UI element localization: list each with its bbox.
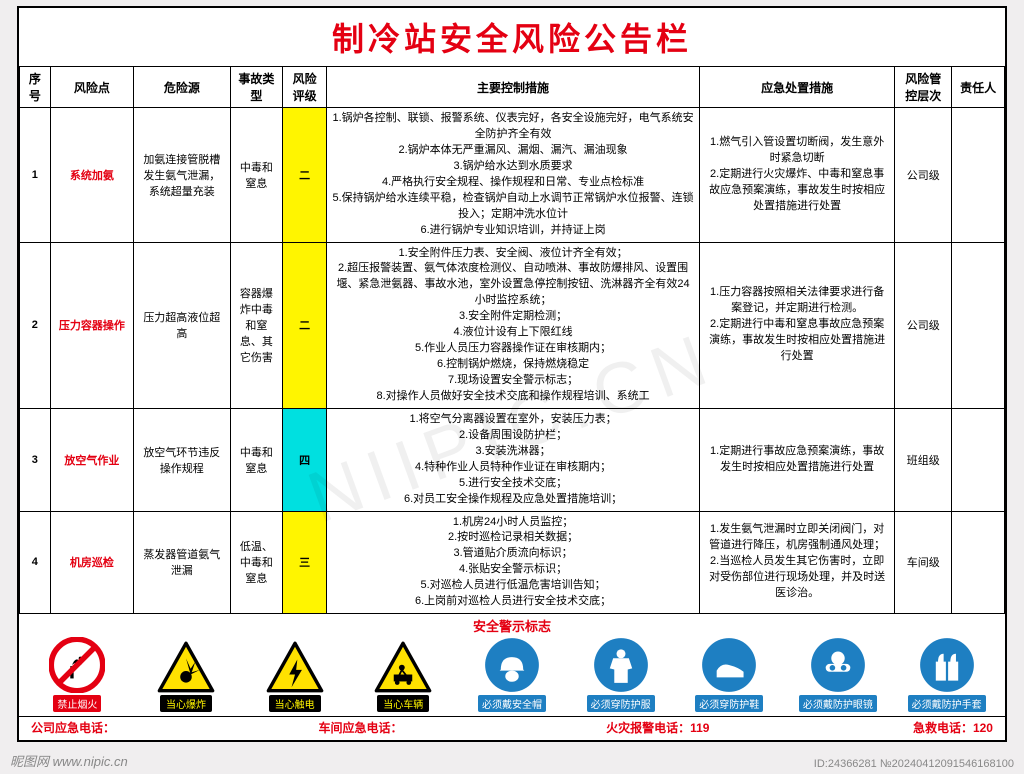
- sign-label: 当心爆炸: [160, 695, 212, 712]
- cell-point: 放空气作业: [50, 408, 133, 511]
- table-row: 3放空气作业放空气环节违反操作规程中毒和窒息四1.将空气分离器设置在室外，安装压…: [20, 408, 1005, 511]
- cell-level: 二: [283, 242, 327, 408]
- cell-source: 放空气环节违反操作规程: [134, 408, 231, 511]
- cell-emerg: 1.燃气引入管设置切断阀，发生意外时紧急切断2.定期进行火灾爆炸、中毒和窒息事故…: [700, 108, 895, 243]
- col-level: 风险评级: [283, 67, 327, 108]
- sign-label: 必须穿防护鞋: [695, 695, 763, 712]
- phone-company: 公司应急电话：: [31, 719, 115, 736]
- cell-resp: [952, 511, 1005, 614]
- cell-level: 二: [283, 108, 327, 243]
- phone-aid: 急救电话：120: [913, 719, 993, 736]
- cell-type: 低温、中毒和窒息: [230, 511, 283, 614]
- risk-table: 序号 风险点 危险源 事故类型 风险评级 主要控制措施 应急处置措施 风险管控层…: [19, 66, 1005, 614]
- watermark-bottom-left: 昵图网 www.nipic.cn: [10, 751, 128, 770]
- col-ctrl: 主要控制措施: [327, 67, 700, 108]
- no-fire-icon: 禁止烟火: [27, 637, 127, 712]
- sign-label: 必须穿防护服: [587, 695, 655, 712]
- cell-type: 容器爆炸中毒和窒息、其它伤害: [230, 242, 283, 408]
- cell-level: 三: [283, 511, 327, 614]
- cell-seq: 4: [20, 511, 51, 614]
- cell-layer: 班组级: [895, 408, 952, 511]
- cell-ctrl: 1.锅炉各控制、联锁、报警系统、仪表完好，各安全设施完好，电气系统安全防护齐全有…: [327, 108, 700, 243]
- safety-bulletin-board: 制冷站安全风险公告栏 序号 风险点 危险源 事故类型 风险评级 主要控制措施 应…: [17, 6, 1007, 742]
- cell-type: 中毒和窒息: [230, 408, 283, 511]
- sign-label: 必须戴防护手套: [908, 695, 986, 712]
- phone-workshop: 车间应急电话：: [319, 719, 403, 736]
- phone-fire: 火灾报警电话：119: [606, 719, 709, 736]
- cell-point: 机房巡检: [50, 511, 133, 614]
- sign-label: 当心触电: [269, 695, 321, 712]
- cell-resp: [952, 242, 1005, 408]
- phones-row: 公司应急电话： 车间应急电话： 火灾报警电话：119 急救电话：120: [19, 716, 1005, 740]
- vehicle-icon: 当心车辆: [353, 641, 453, 712]
- suit-icon: 必须穿防护服: [571, 637, 671, 712]
- cell-layer: 公司级: [895, 108, 952, 243]
- cell-source: 加氨连接管脱槽发生氨气泄漏，系统超量充装: [134, 108, 231, 243]
- cell-seq: 2: [20, 242, 51, 408]
- col-emerg: 应急处置措施: [700, 67, 895, 108]
- sign-label: 禁止烟火: [53, 695, 101, 712]
- sign-label: 当心车辆: [377, 695, 429, 712]
- cell-ctrl: 1.安全附件压力表、安全阀、液位计齐全有效；2.超压报警装置、氨气体浓度检测仪、…: [327, 242, 700, 408]
- sign-label: 必须戴防护眼镜: [799, 695, 877, 712]
- table-header-row: 序号 风险点 危险源 事故类型 风险评级 主要控制措施 应急处置措施 风险管控层…: [20, 67, 1005, 108]
- cell-emerg: 1.定期进行事故应急预案演练，事故发生时按相应处置措施进行处置: [700, 408, 895, 511]
- table-row: 1系统加氨加氨连接管脱槽发生氨气泄漏，系统超量充装中毒和窒息二1.锅炉各控制、联…: [20, 108, 1005, 243]
- shoes-icon: 必须穿防护鞋: [679, 637, 779, 712]
- signs-title: 安全警示标志: [19, 614, 1005, 635]
- cell-point: 压力容器操作: [50, 242, 133, 408]
- cell-emerg: 1.发生氨气泄漏时立即关闭阀门，对管道进行降压，机房强制通风处理；2.当巡检人员…: [700, 511, 895, 614]
- cell-source: 压力超高液位超高: [134, 242, 231, 408]
- sign-label: 必须戴安全帽: [478, 695, 546, 712]
- goggles-icon: 必须戴防护眼镜: [788, 637, 888, 712]
- cell-resp: [952, 108, 1005, 243]
- col-type: 事故类型: [230, 67, 283, 108]
- cell-seq: 1: [20, 108, 51, 243]
- cell-source: 蒸发器管道氨气泄漏: [134, 511, 231, 614]
- cell-resp: [952, 408, 1005, 511]
- explosion-icon: 当心爆炸: [136, 641, 236, 712]
- cell-level: 四: [283, 408, 327, 511]
- signs-row: 禁止烟火 当心爆炸 当心触电 当心车辆 必须戴安全帽 必须穿防护服 必须穿防护鞋…: [19, 635, 1005, 716]
- helmet-icon: 必须戴安全帽: [462, 637, 562, 712]
- cell-ctrl: 1.将空气分离器设置在室外，安装压力表；2.设备周围设防护栏；3.安装洗淋器；4…: [327, 408, 700, 511]
- electric-icon: 当心触电: [245, 641, 345, 712]
- table-row: 4机房巡检蒸发器管道氨气泄漏低温、中毒和窒息三1.机房24小时人员监控；2.按时…: [20, 511, 1005, 614]
- col-src: 危险源: [134, 67, 231, 108]
- board-title: 制冷站安全风险公告栏: [19, 8, 1005, 66]
- col-seq: 序号: [20, 67, 51, 108]
- gloves-icon: 必须戴防护手套: [897, 637, 997, 712]
- cell-type: 中毒和窒息: [230, 108, 283, 243]
- col-point: 风险点: [50, 67, 133, 108]
- cell-seq: 3: [20, 408, 51, 511]
- table-row: 2压力容器操作压力超高液位超高容器爆炸中毒和窒息、其它伤害二1.安全附件压力表、…: [20, 242, 1005, 408]
- cell-layer: 公司级: [895, 242, 952, 408]
- cell-ctrl: 1.机房24小时人员监控；2.按时巡检记录相关数据；3.管道贴介质流向标识；4.…: [327, 511, 700, 614]
- cell-emerg: 1.压力容器按照相关法律要求进行备案登记，并定期进行检测。2.定期进行中毒和窒息…: [700, 242, 895, 408]
- col-resp: 责任人: [952, 67, 1005, 108]
- cell-point: 系统加氨: [50, 108, 133, 243]
- watermark-bottom-right: ID:24366281 №20240412091546168100: [814, 758, 1014, 770]
- col-layer: 风险管控层次: [895, 67, 952, 108]
- cell-layer: 车间级: [895, 511, 952, 614]
